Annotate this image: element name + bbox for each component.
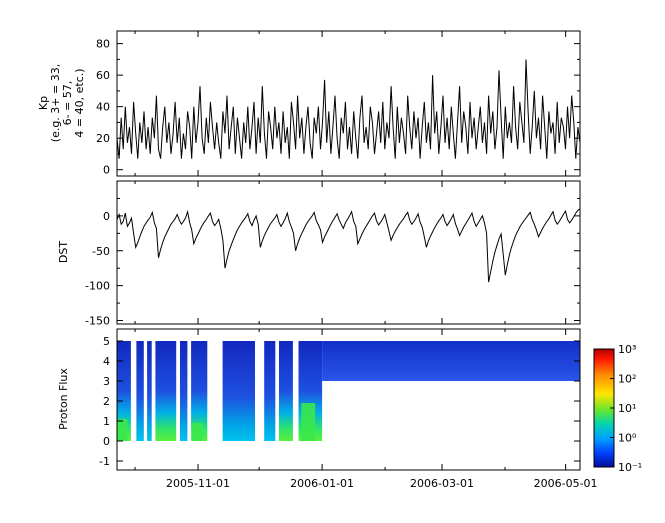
spectrogram-stripe — [264, 341, 276, 441]
spectrogram-stripe — [222, 341, 255, 441]
spectrogram-hotspot — [192, 423, 203, 441]
kp-axis-label-line: 4 = 40, etc.) — [73, 68, 86, 138]
spectrogram-band — [322, 341, 580, 381]
panel-border — [116, 328, 581, 471]
y-tick-label: -150 — [85, 315, 110, 328]
y-tick-label: 1 — [103, 415, 110, 428]
spectrogram-stripe — [147, 341, 152, 441]
y-tick-label: -1 — [99, 455, 110, 468]
spectrogram-hotspot — [301, 403, 316, 441]
colorbar-tick-label: 10¹ — [618, 402, 636, 415]
y-tick-label: 40 — [96, 101, 110, 114]
dst-series-line — [116, 208, 581, 283]
spectrogram-stripe — [136, 341, 144, 441]
y-tick-label: 5 — [103, 335, 110, 348]
y-tick-label: 0 — [103, 164, 110, 177]
spectrogram-stripe — [180, 341, 188, 441]
spectrogram-stripe — [155, 341, 177, 441]
dst-axis-label: DST — [57, 240, 70, 264]
y-tick-label: -50 — [92, 245, 110, 258]
panel-border — [116, 30, 581, 177]
y-tick-label: 80 — [96, 38, 110, 51]
proton-flux-axis-label: Proton Flux — [57, 368, 70, 430]
y-tick-label: 0 — [103, 210, 110, 223]
y-tick-label: 3 — [103, 375, 110, 388]
panel-border — [116, 180, 581, 325]
y-tick-label: 0 — [103, 435, 110, 448]
x-tick-label: 2006-05-01 — [534, 477, 598, 490]
y-tick-label: 2 — [103, 395, 110, 408]
spectrogram-stripe — [117, 341, 131, 441]
kp-series-line — [116, 59, 581, 159]
colorbar-tick-label: 10² — [618, 373, 636, 386]
x-tick-label: 2006-01-01 — [290, 477, 354, 490]
y-tick-label: -100 — [85, 280, 110, 293]
y-tick-label: 60 — [96, 69, 110, 82]
y-tick-label: 20 — [96, 132, 110, 145]
colorbar-tick-label: 10³ — [618, 343, 636, 356]
spectrogram-stripe — [279, 341, 293, 441]
spectrogram-hotspot — [117, 419, 128, 441]
y-tick-label: 4 — [103, 355, 110, 368]
spectrogram-stripe — [191, 341, 208, 441]
colorbar-tick-label: 10⁰ — [618, 432, 637, 445]
colorbar-tick-label: 10⁻¹ — [618, 461, 642, 474]
kp-axis-label: Kp (e.g. 3+ = 33, 6- = 57, 4 = 40, etc.) — [37, 64, 86, 142]
x-tick-label: 2005-11-01 — [166, 477, 230, 490]
x-tick-label: 2006-03-01 — [410, 477, 474, 490]
